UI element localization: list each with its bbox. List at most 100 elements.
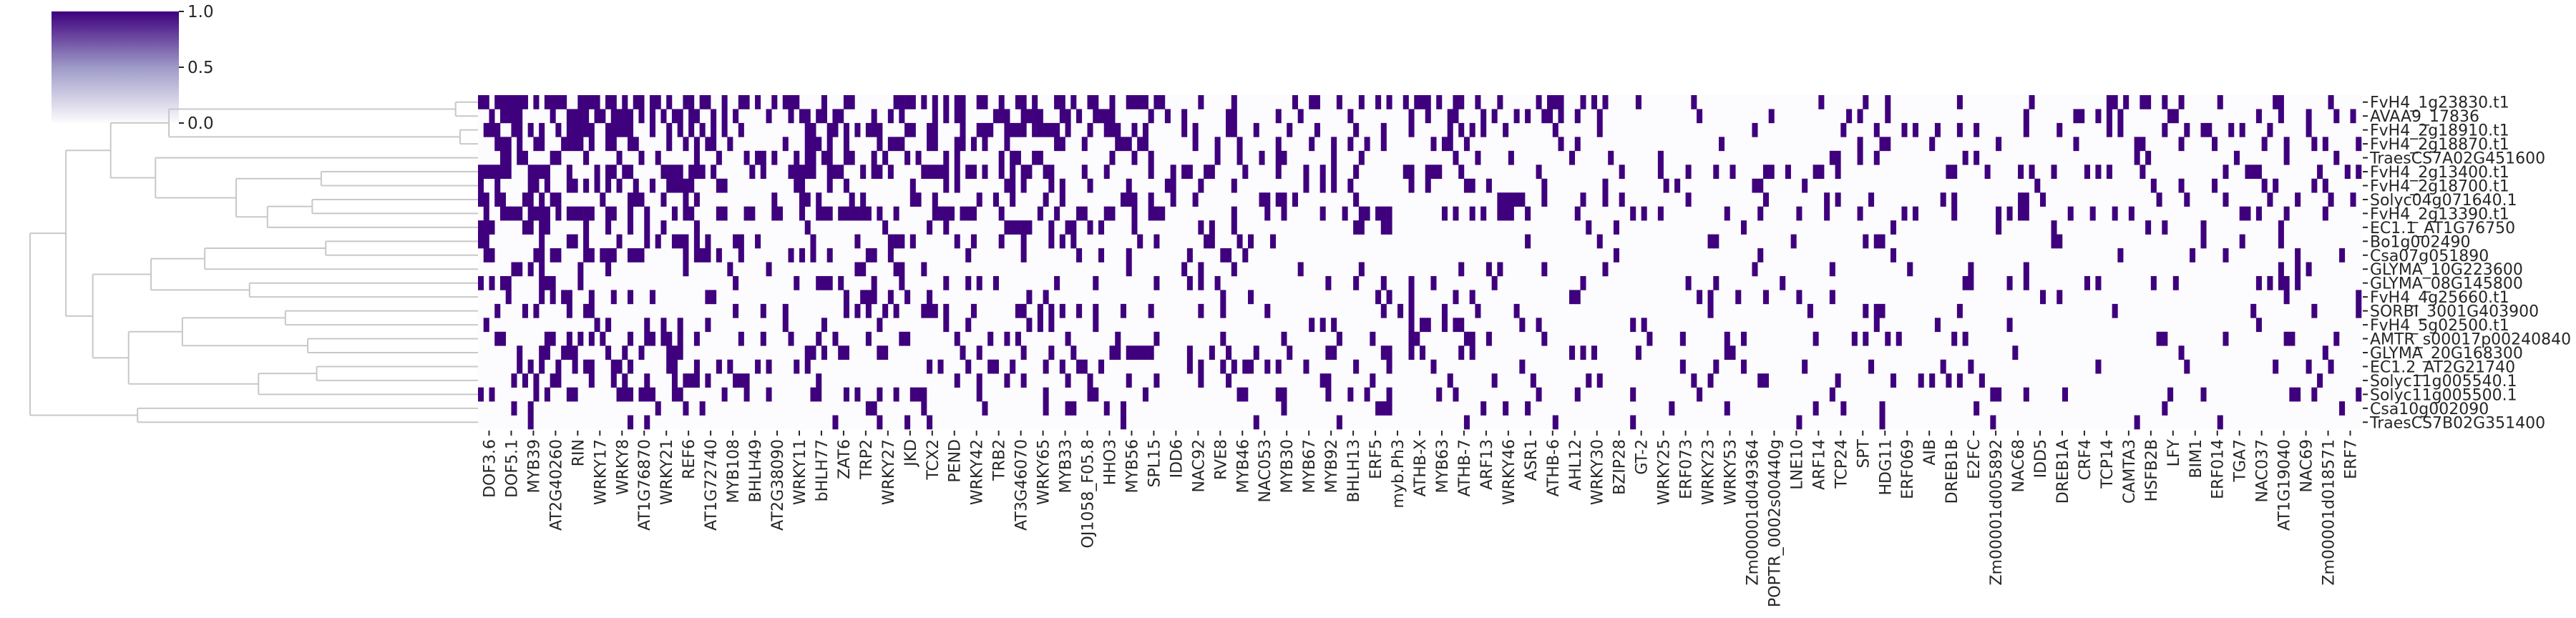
heatmap-cell <box>865 206 872 221</box>
heatmap-cell <box>638 95 645 109</box>
heatmap-cell <box>2162 401 2168 416</box>
heatmap-cell <box>1414 331 1420 346</box>
heatmap-cell <box>1010 220 1016 235</box>
heatmap-cell <box>1707 373 1714 388</box>
heatmap-cell <box>671 206 678 221</box>
heatmap-cell <box>843 387 849 402</box>
heatmap-cell <box>1669 401 1675 416</box>
heatmap-cell <box>671 345 678 360</box>
heatmap-cell <box>1480 206 1487 221</box>
heatmap-cell <box>1236 137 1243 152</box>
heatmap-cell <box>771 150 778 165</box>
heatmap-cell <box>854 206 861 221</box>
heatmap-cell <box>1885 109 1891 124</box>
heatmap-cell <box>2322 345 2328 360</box>
heatmap-cell <box>733 275 739 290</box>
colorbar-ticks: 1.0 0.5 0.0 <box>179 3 214 133</box>
heatmap-cell <box>517 122 523 137</box>
heatmap-cell <box>927 122 933 137</box>
heatmap-cell <box>1768 109 1775 124</box>
heatmap-cell <box>954 137 960 152</box>
heatmap-cell <box>1901 206 1908 221</box>
heatmap-cell <box>960 122 966 137</box>
heatmap-cell <box>1048 303 1055 318</box>
heatmap-cell <box>499 95 506 109</box>
heatmap-cell <box>489 165 495 180</box>
heatmap-cell <box>1463 137 1470 152</box>
heatmap-cell <box>1503 206 1509 221</box>
heatmap-cell <box>628 331 634 346</box>
heatmap-cell <box>1054 95 1060 109</box>
heatmap-cell <box>1879 234 1885 249</box>
row-tick-label: FvH4_2g18910.t1 <box>2370 122 2509 140</box>
column-tick-label: AT1G72740 <box>703 439 721 531</box>
heatmap-cell <box>1253 122 1259 137</box>
heatmap-cell <box>489 220 495 235</box>
heatmap-cell <box>1259 192 1265 207</box>
heatmap-cell <box>666 359 673 374</box>
heatmap-cell <box>1824 192 1830 207</box>
colorbar-tick-label: 0.5 <box>187 59 214 77</box>
heatmap-cell <box>633 137 639 152</box>
heatmap-cell <box>2073 109 2079 124</box>
heatmap-cell <box>1918 373 1924 388</box>
heatmap-cell <box>1015 303 1021 318</box>
row-dendrogram <box>29 101 478 423</box>
row-tick-label: FvH4_4g25660.t1 <box>2370 289 2509 307</box>
heatmap-cell <box>1630 318 1636 333</box>
heatmap-cell <box>1846 109 1853 124</box>
heatmap-cell <box>760 303 766 318</box>
heatmap-cell <box>1275 137 1282 152</box>
heatmap-cell <box>2356 290 2362 305</box>
heatmap-cell <box>1093 303 1099 318</box>
heatmap-cell <box>1469 178 1475 193</box>
heatmap-cell <box>1142 122 1148 137</box>
heatmap-cell <box>1586 373 1592 388</box>
heatmap-cell <box>693 373 700 388</box>
heatmap-cell <box>544 178 550 193</box>
heatmap-cell <box>1048 178 1055 193</box>
heatmap-cell <box>628 415 634 430</box>
heatmap-cell <box>1081 359 1088 374</box>
heatmap-cell <box>2283 290 2290 305</box>
heatmap-cell <box>517 109 523 124</box>
heatmap-cell <box>688 373 695 388</box>
heatmap-cell <box>909 192 916 207</box>
heatmap-cell <box>1264 359 1271 374</box>
heatmap-cell <box>610 109 617 124</box>
heatmap-cell <box>1762 165 1769 180</box>
heatmap-cell <box>1829 387 1835 402</box>
heatmap-cell <box>810 345 816 360</box>
heatmap-cell <box>666 95 673 109</box>
row-tick-label: FvH4_5g02500.t1 <box>2370 317 2509 335</box>
heatmap-cell <box>893 137 899 152</box>
heatmap-cell <box>1441 137 1448 152</box>
heatmap-cell <box>494 122 501 137</box>
heatmap-cell <box>683 95 689 109</box>
heatmap-cell <box>1541 262 1548 277</box>
heatmap-cell <box>810 248 816 263</box>
heatmap-cell <box>871 150 877 165</box>
heatmap-cell <box>539 234 545 249</box>
heatmap-cell <box>1453 95 1459 109</box>
heatmap-cell <box>1890 248 1897 263</box>
heatmap-cell <box>1453 290 1459 305</box>
heatmap-cell <box>1525 206 1531 221</box>
heatmap-cell <box>899 331 905 346</box>
heatmap-cell <box>1469 122 1475 137</box>
heatmap-cell <box>1037 303 1043 318</box>
heatmap-cell <box>2339 401 2346 416</box>
heatmap-cell <box>1863 303 1869 318</box>
heatmap-cell <box>1475 95 1481 109</box>
heatmap-cell <box>882 220 889 235</box>
heatmap-cell <box>1319 373 1326 388</box>
heatmap-cell <box>2267 122 2273 137</box>
heatmap-cell <box>843 122 849 137</box>
heatmap-cell <box>555 95 562 109</box>
heatmap-cell <box>1148 192 1154 207</box>
heatmap-cell <box>1796 415 1802 430</box>
heatmap-cell <box>1974 401 1980 416</box>
heatmap-cell <box>2023 275 2029 290</box>
heatmap-cell <box>544 206 550 221</box>
heatmap-cell <box>1076 359 1083 374</box>
